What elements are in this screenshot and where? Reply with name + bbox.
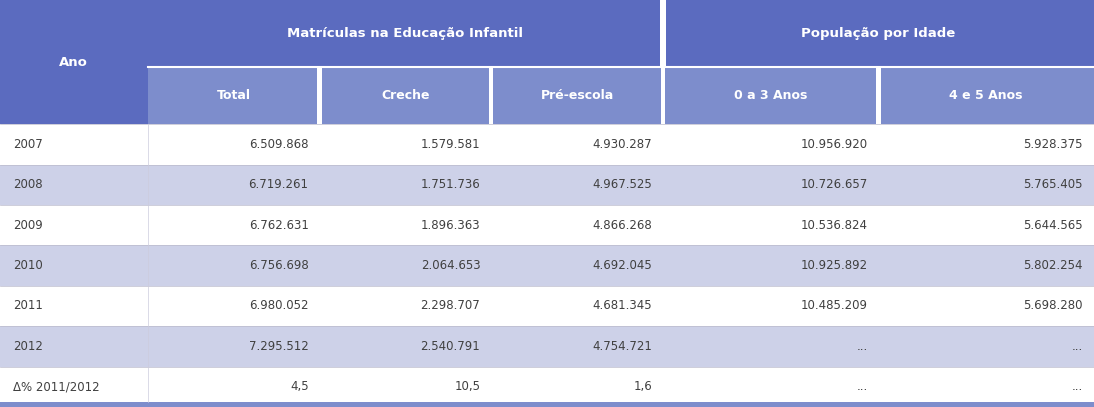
Text: 4.754.721: 4.754.721 (592, 340, 652, 353)
Text: 5.802.254: 5.802.254 (1024, 259, 1083, 272)
Text: População por Idade: População por Idade (802, 27, 955, 40)
Bar (0, 367, 1094, 407)
Bar (0, 164, 1094, 205)
Bar (663, 67, 878, 124)
Bar (319, 67, 491, 124)
Text: ...: ... (857, 340, 868, 353)
Text: 6.762.631: 6.762.631 (248, 219, 309, 232)
Text: 5.698.280: 5.698.280 (1024, 300, 1083, 313)
Text: 1.751.736: 1.751.736 (420, 178, 480, 191)
Text: 0 a 3 Anos: 0 a 3 Anos (734, 89, 807, 102)
Text: 10.726.657: 10.726.657 (801, 178, 868, 191)
Text: Total: Total (217, 89, 251, 102)
Text: 4.681.345: 4.681.345 (592, 300, 652, 313)
Bar (0, 205, 1094, 245)
Bar (491, 67, 663, 124)
Bar (0, 0, 148, 124)
Text: 7.295.512: 7.295.512 (248, 340, 309, 353)
Text: 4,5: 4,5 (290, 380, 309, 393)
Text: 5.928.375: 5.928.375 (1024, 138, 1083, 151)
Text: Δ% 2011/2012: Δ% 2011/2012 (13, 380, 100, 393)
Text: 10.485.209: 10.485.209 (801, 300, 868, 313)
Text: 1.579.581: 1.579.581 (420, 138, 480, 151)
Text: Pré-escola: Pré-escola (540, 89, 614, 102)
Text: 2010: 2010 (13, 259, 43, 272)
Text: 10.956.920: 10.956.920 (801, 138, 868, 151)
Text: 6.756.698: 6.756.698 (248, 259, 309, 272)
Text: 2007: 2007 (13, 138, 43, 151)
Bar (317, 67, 322, 124)
Text: 4.930.287: 4.930.287 (592, 138, 652, 151)
Text: 2.540.791: 2.540.791 (420, 340, 480, 353)
Text: ...: ... (1072, 380, 1083, 393)
Text: ...: ... (857, 380, 868, 393)
Bar (0, 286, 1094, 326)
Text: 2012: 2012 (13, 340, 43, 353)
Text: Matrículas na Educação Infantil: Matrículas na Educação Infantil (288, 27, 523, 40)
Text: 1,6: 1,6 (633, 380, 652, 393)
Text: 4 e 5 Anos: 4 e 5 Anos (950, 89, 1023, 102)
Text: 2009: 2009 (13, 219, 43, 232)
Text: 5.644.565: 5.644.565 (1023, 219, 1083, 232)
Text: ...: ... (1072, 340, 1083, 353)
Text: 4.866.268: 4.866.268 (592, 219, 652, 232)
Text: 10.925.892: 10.925.892 (801, 259, 868, 272)
Text: 2011: 2011 (13, 300, 43, 313)
Text: 4.967.525: 4.967.525 (592, 178, 652, 191)
Text: 10,5: 10,5 (454, 380, 480, 393)
Bar (148, 0, 663, 67)
Bar (489, 67, 493, 124)
Text: 6.509.868: 6.509.868 (249, 138, 309, 151)
Text: 6.980.052: 6.980.052 (249, 300, 309, 313)
Bar (878, 67, 1094, 124)
Text: Creche: Creche (381, 89, 430, 102)
Bar (148, 67, 319, 124)
Text: 2.298.707: 2.298.707 (420, 300, 480, 313)
Bar (663, 0, 1094, 67)
Text: 1.896.363: 1.896.363 (420, 219, 480, 232)
Bar (0, 326, 1094, 367)
Text: 4.692.045: 4.692.045 (592, 259, 652, 272)
Text: 5.765.405: 5.765.405 (1024, 178, 1083, 191)
Bar (0, 402, 1094, 407)
Bar (0, 245, 1094, 286)
Bar (661, 67, 665, 124)
Text: 10.536.824: 10.536.824 (801, 219, 868, 232)
Bar (876, 67, 881, 124)
Bar (660, 0, 666, 67)
Bar (0, 124, 1094, 164)
Text: 2008: 2008 (13, 178, 43, 191)
Text: Ano: Ano (59, 56, 89, 68)
Text: 2.064.653: 2.064.653 (420, 259, 480, 272)
Text: 6.719.261: 6.719.261 (248, 178, 309, 191)
